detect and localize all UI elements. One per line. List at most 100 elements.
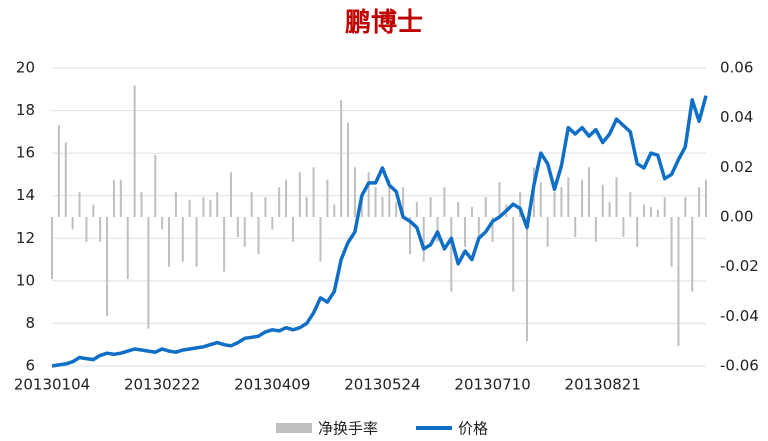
- bar: [174, 192, 177, 217]
- bar: [51, 217, 53, 280]
- bar: [656, 209, 659, 217]
- bar: [99, 217, 102, 242]
- bar: [560, 187, 563, 217]
- bar: [567, 177, 570, 217]
- bar: [491, 217, 494, 242]
- bar: [643, 204, 646, 217]
- bar: [147, 217, 150, 329]
- bar: [429, 197, 432, 217]
- bar: [64, 142, 67, 217]
- bar: [464, 217, 467, 247]
- bar: [526, 217, 529, 342]
- bar: [684, 197, 687, 217]
- y-tick-label: 6: [25, 357, 35, 375]
- bar: [539, 182, 542, 217]
- bar: [574, 217, 577, 237]
- bar: [298, 172, 301, 217]
- bar: [581, 179, 584, 217]
- bar: [615, 177, 618, 217]
- bar: [402, 187, 405, 217]
- x-tick-label: 20130821: [565, 376, 641, 394]
- bar: [691, 217, 694, 292]
- chart-title: 鹏博士: [345, 8, 423, 38]
- bar: [71, 217, 74, 230]
- bar: [519, 192, 522, 217]
- bar: [347, 122, 350, 217]
- bar: [250, 192, 253, 217]
- y2-tick-label: 0.02: [720, 158, 753, 176]
- y2-tick-label: -0.02: [720, 257, 759, 275]
- legend-swatch: [276, 423, 312, 433]
- bar: [705, 179, 707, 217]
- bar: [622, 217, 625, 237]
- x-tick-label: 20130222: [124, 376, 200, 394]
- bar: [388, 179, 391, 217]
- bar: [126, 217, 129, 280]
- y2-tick-label: -0.06: [720, 357, 759, 375]
- bar: [271, 217, 274, 230]
- bar: [78, 192, 81, 217]
- x-tick-label: 20130524: [344, 376, 420, 394]
- bar: [285, 179, 288, 217]
- bar: [546, 217, 549, 247]
- y-tick-label: 10: [16, 271, 35, 289]
- y-tick-label: 16: [16, 144, 35, 162]
- y2-tick-label: 0.06: [720, 59, 753, 77]
- legend-label: 净换手率: [318, 420, 378, 438]
- bar: [257, 217, 260, 255]
- bar: [381, 197, 384, 217]
- bar: [119, 179, 122, 217]
- bar: [649, 207, 652, 217]
- bar: [395, 202, 398, 217]
- bar: [112, 179, 115, 217]
- bar: [305, 197, 308, 217]
- bar: [168, 217, 171, 267]
- y2-tick-label: 0.00: [720, 208, 753, 226]
- bar: [57, 125, 60, 217]
- bar: [154, 154, 157, 217]
- legend-label: 价格: [458, 420, 488, 438]
- x-tick-label: 20130710: [454, 376, 530, 394]
- bar: [278, 187, 281, 217]
- bar: [333, 204, 336, 217]
- bar: [608, 202, 611, 217]
- bar: [374, 187, 377, 217]
- bar: [663, 197, 666, 217]
- bar: [629, 192, 632, 217]
- bar: [587, 167, 590, 217]
- bar: [353, 167, 356, 217]
- y2-tick-label: 0.04: [720, 108, 753, 126]
- bar: [209, 199, 212, 217]
- bar: [326, 179, 329, 217]
- bar: [677, 217, 680, 347]
- bar: [92, 204, 95, 217]
- bar: [202, 197, 205, 217]
- bar: [636, 217, 639, 247]
- y-tick-label: 12: [16, 229, 35, 247]
- bar: [670, 217, 673, 267]
- x-tick-label: 20130104: [14, 376, 90, 394]
- bar: [223, 217, 226, 272]
- bar: [367, 172, 370, 217]
- x-tick-label: 20130409: [234, 376, 310, 394]
- bar: [415, 202, 418, 217]
- bar: [698, 187, 701, 217]
- bar: [188, 199, 191, 217]
- y-tick-label: 8: [25, 314, 35, 332]
- y-tick-label: 18: [16, 101, 35, 119]
- bar: [319, 217, 322, 262]
- bar: [236, 217, 239, 237]
- bar: [408, 217, 411, 255]
- bar: [477, 217, 480, 242]
- bar: [422, 217, 425, 262]
- bar: [443, 187, 446, 217]
- bar: [498, 182, 501, 217]
- bar: [484, 197, 487, 217]
- bar: [106, 217, 109, 317]
- bar: [340, 100, 343, 217]
- bar: [512, 217, 515, 292]
- bar: [229, 172, 232, 217]
- y-tick-label: 20: [16, 59, 35, 77]
- bar: [195, 217, 198, 267]
